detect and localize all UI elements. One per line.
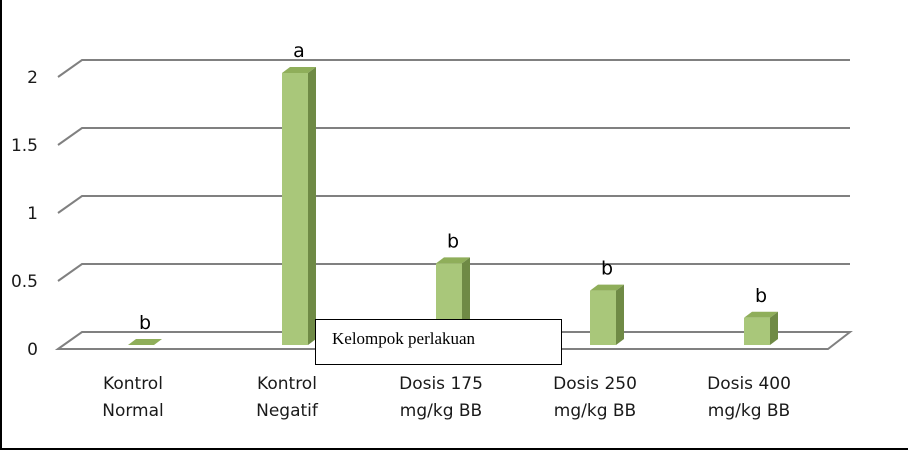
x-category-label: mg/kg BB [708,401,790,421]
gridline [57,59,850,78]
y-tick-label: 1 [27,204,38,224]
floor-plane [54,331,853,350]
x-category-label: Normal [102,401,164,421]
bar [744,311,778,345]
x-category-label: mg/kg BB [554,401,636,421]
gridline [57,263,850,282]
y-tick-label: 0.5 [11,272,38,292]
gridline [57,195,850,214]
significance-letter: b [139,312,151,334]
y-tick-label: 2 [27,68,38,88]
y-tick-label: 1.5 [11,136,38,156]
significance-letter: a [293,40,305,62]
x-category-label: mg/kg BB [400,401,482,421]
bar [128,339,162,345]
x-category-label: Dosis 250 [553,374,637,394]
significance-letter: b [601,258,613,280]
x-category-label: Negatif [256,401,319,421]
x-category-label: Kontrol [257,374,317,394]
x-category-label: Kontrol [103,374,163,394]
bar [282,67,316,345]
annotation-box: Kelompok perlakuan [315,319,562,365]
gridline [57,127,850,146]
significance-letter: b [447,230,459,252]
x-category-label: Dosis 175 [399,374,483,394]
y-tick-label: 0 [27,340,38,360]
x-category-labels: Kontrol Normal Kontrol Negatif Dosis 175 mg/k… [102,374,791,421]
y-tick-labels: 0 0.5 1 1.5 2 [11,68,38,360]
bar [590,284,624,345]
annotation-text: Kelompok perlakuan [332,329,476,348]
x-category-label: Dosis 400 [707,374,791,394]
significance-letter: b [755,285,767,307]
bars [128,67,778,345]
significance-letters: b a b b b [139,40,767,334]
gridlines [54,59,853,350]
